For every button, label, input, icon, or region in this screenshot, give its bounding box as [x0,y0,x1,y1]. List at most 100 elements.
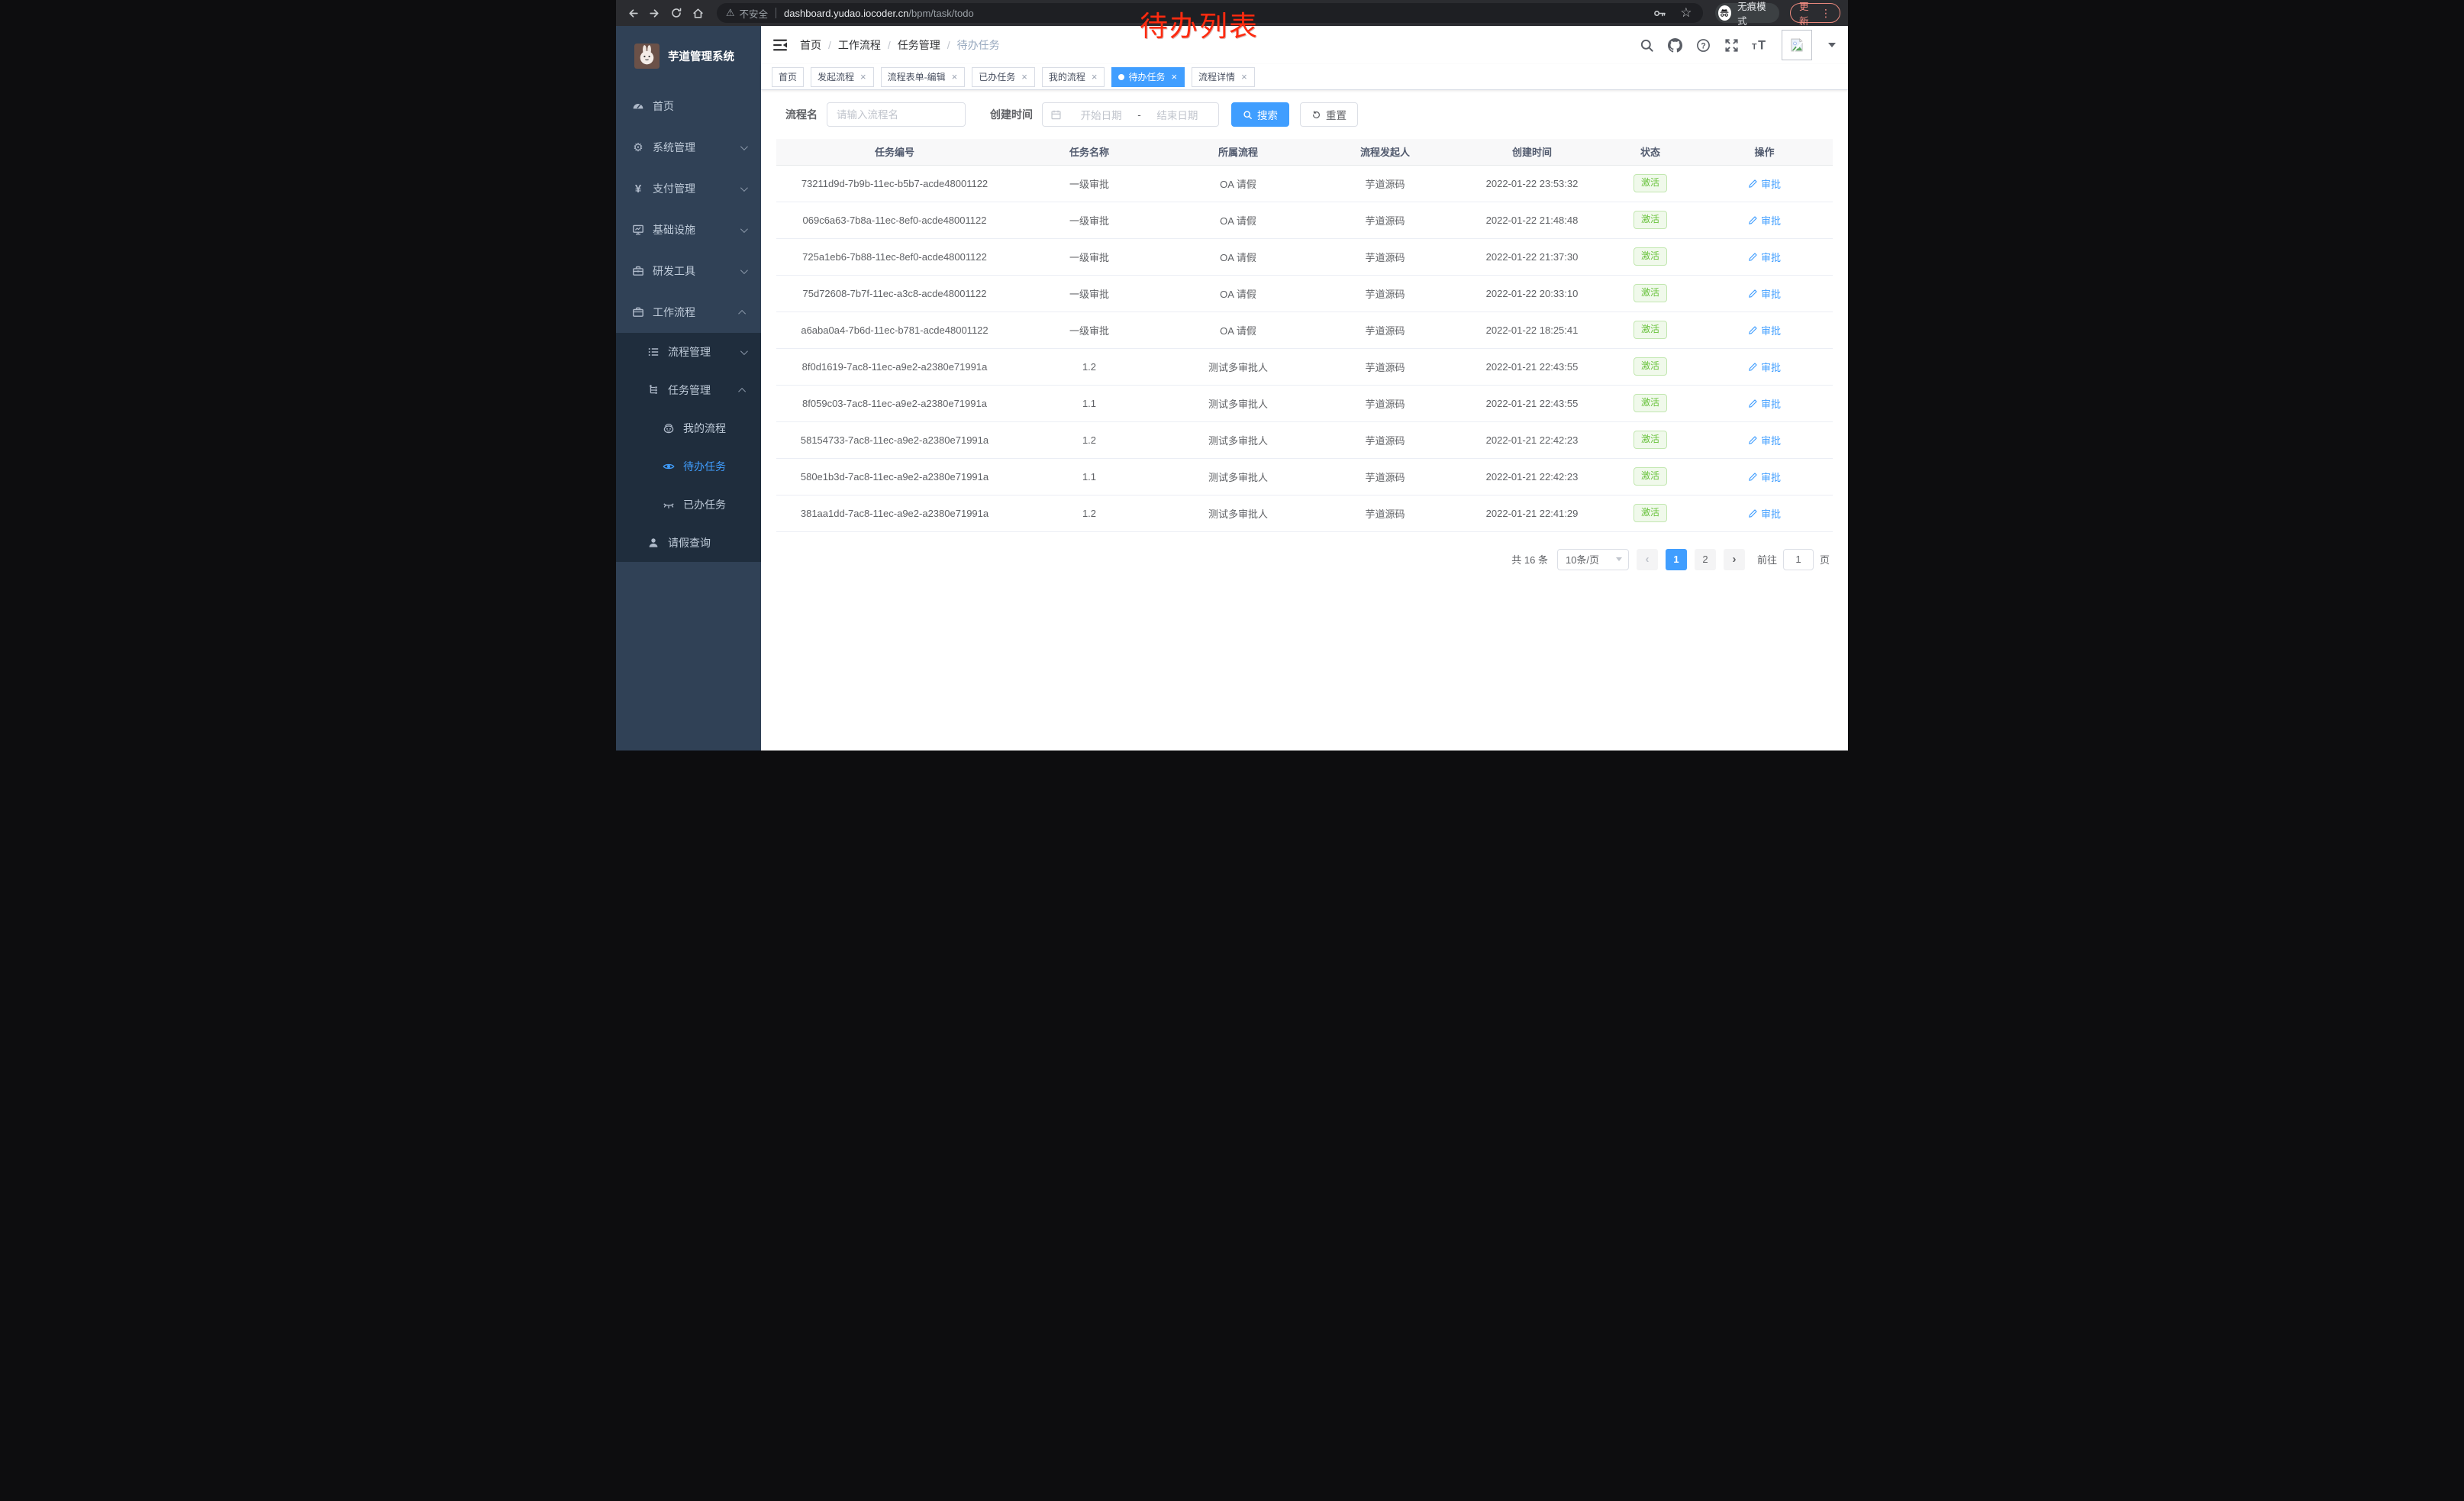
approve-link[interactable]: 审批 [1748,433,1781,447]
help-icon[interactable]: ? [1695,37,1711,53]
cell-created: 2022-01-21 22:42:23 [1459,421,1605,459]
approve-link-label: 审批 [1760,434,1781,447]
avatar[interactable] [1782,30,1812,60]
tag-close-icon[interactable]: × [1241,71,1247,82]
approve-link[interactable]: 审批 [1748,250,1781,264]
table-row: 75d72608-7b7f-11ec-a3c8-acde48001122 一级审批… [776,275,1833,312]
password-key-icon[interactable] [1653,5,1668,21]
robot-icon [663,422,675,434]
cell-id: 069c6a63-7b8a-11ec-8ef0-acde48001122 [776,202,1013,239]
sidebar-item-0[interactable]: 首页 [616,86,761,127]
tag-0[interactable]: 首页 [772,66,805,87]
breadcrumb-item[interactable]: 任务管理 [897,39,940,51]
browser-forward-icon[interactable] [645,2,663,24]
cell-name: 一级审批 [1013,311,1166,349]
sidebar-item-4[interactable]: 研发工具 [616,250,761,292]
approve-link[interactable]: 审批 [1748,323,1781,337]
user-icon [647,537,660,549]
page-size-value: 10条/页 [1565,554,1600,566]
goto-page-input[interactable] [1782,548,1814,570]
tag-close-icon[interactable]: × [1091,71,1098,82]
col-initiator: 流程发起人 [1311,139,1459,166]
sidebar-item-label: 支付管理 [653,182,695,195]
page-size-select[interactable]: 10条/页 [1556,548,1629,570]
cell-status: 激活 [1605,238,1696,276]
approve-link[interactable]: 审批 [1748,286,1781,301]
cell-process: OA 请假 [1166,165,1311,202]
tag-close-icon[interactable]: × [951,71,958,82]
list-tree-icon [647,346,660,358]
approve-link[interactable]: 审批 [1748,360,1781,374]
sidebar-item-7[interactable]: 任务管理 [616,371,761,409]
browser-menu-icon[interactable]: ⋮ [1821,7,1831,19]
tag-label: 流程详情 [1198,72,1236,82]
tag-close-icon[interactable]: × [860,71,866,82]
cell-status: 激活 [1605,202,1696,239]
pager-next-button[interactable]: › [1723,548,1745,570]
search-icon[interactable] [1639,37,1654,53]
cell-name: 一级审批 [1013,275,1166,312]
cell-created: 2022-01-22 18:25:41 [1459,311,1605,349]
goto-unit: 页 [1819,554,1830,566]
not-secure-warning-icon[interactable]: ⚠ [725,7,735,18]
cell-id: 8f0d1619-7ac8-11ec-a9e2-a2380e71991a [776,348,1013,386]
tag-3[interactable]: 已办任务 × [972,66,1035,87]
sidebar-item-3[interactable]: 基础设施 [616,209,761,250]
cell-initiator: 芋道源码 [1311,458,1459,495]
tag-label: 我的流程 [1048,72,1085,82]
breadcrumb-item[interactable]: 首页 [800,39,821,51]
browser-home-icon[interactable] [689,2,707,24]
tag-1[interactable]: 发起流程 × [811,66,874,87]
github-icon[interactable] [1667,37,1682,53]
tag-4[interactable]: 我的流程 × [1041,66,1105,87]
sidebar-item-5[interactable]: 工作流程 [616,292,761,333]
sidebar-item-8[interactable]: 我的流程 [616,409,761,447]
sidebar-item-label: 系统管理 [653,141,695,153]
sidebar-item-9[interactable]: 待办任务 [616,447,761,486]
sidebar-item-2[interactable]: ¥ 支付管理 [616,168,761,209]
sidebar-item-10[interactable]: 已办任务 [616,486,761,524]
breadcrumb-current: 待办任务 [956,39,1000,51]
sidebar-item-6[interactable]: 流程管理 [616,333,761,371]
breadcrumb-item[interactable]: 工作流程 [837,39,881,51]
tag-6[interactable]: 流程详情 × [1192,66,1255,87]
table-header-row: 任务编号 任务名称 所属流程 流程发起人 创建时间 状态 操作 [776,139,1833,166]
tag-5[interactable]: 待办任务 × [1111,66,1185,87]
url-path: /bpm/task/todo [908,7,974,19]
cell-name: 1.1 [1013,458,1166,495]
approve-link[interactable]: 审批 [1748,176,1781,191]
bookmark-star-icon[interactable]: ☆ [1680,5,1692,20]
process-name-input[interactable] [827,102,966,127]
approve-link[interactable]: 审批 [1748,470,1781,484]
approve-link[interactable]: 审批 [1748,506,1781,521]
tag-close-icon[interactable]: × [1171,71,1178,82]
sidebar: 芋道管理系统 首页 ⚙ 系统管理 ¥ 支付管理 基础设施 研发工具 工作流程 流程管理 任务管理我… [616,26,761,750]
cell-process: 测试多审批人 [1166,385,1311,422]
date-range-picker[interactable]: 开始日期 - 结束日期 [1042,102,1219,127]
reset-button[interactable]: 重置 [1300,102,1358,127]
browser-update-button[interactable]: 更新 ⋮ [1790,2,1840,27]
cell-name: 1.1 [1013,385,1166,422]
table-row: 725a1eb6-7b88-11ec-8ef0-acde48001122 一级审批… [776,238,1833,276]
approve-link[interactable]: 审批 [1748,213,1781,228]
pager-prev-button[interactable]: ‹ [1636,548,1658,570]
sidebar-collapse-icon[interactable] [772,37,788,53]
browser-reload-icon[interactable] [667,2,685,24]
pager-page-1[interactable]: 1 [1665,548,1687,570]
sidebar-item-11[interactable]: 请假查询 [616,524,761,562]
fullscreen-icon[interactable] [1724,37,1739,53]
sidebar-item-1[interactable]: ⚙ 系统管理 [616,127,761,168]
table-row: 069c6a63-7b8a-11ec-8ef0-acde48001122 一级审批… [776,202,1833,239]
approve-link[interactable]: 审批 [1748,396,1781,411]
pager-page-2[interactable]: 2 [1694,548,1716,570]
app-logo-row[interactable]: 芋道管理系统 [616,26,761,86]
avatar-dropdown-caret-icon[interactable] [1828,43,1836,47]
col-created: 创建时间 [1459,139,1605,166]
search-button[interactable]: 搜索 [1231,102,1289,127]
browser-back-icon[interactable] [624,2,642,24]
tag-close-icon[interactable]: × [1021,71,1027,82]
address-bar[interactable]: ⚠ 不安全 dashboard.yudao.iocoder.cn/bpm/tas… [716,3,1703,23]
tag-2[interactable]: 流程表单-编辑 × [880,66,966,87]
cell-process: OA 请假 [1166,202,1311,239]
